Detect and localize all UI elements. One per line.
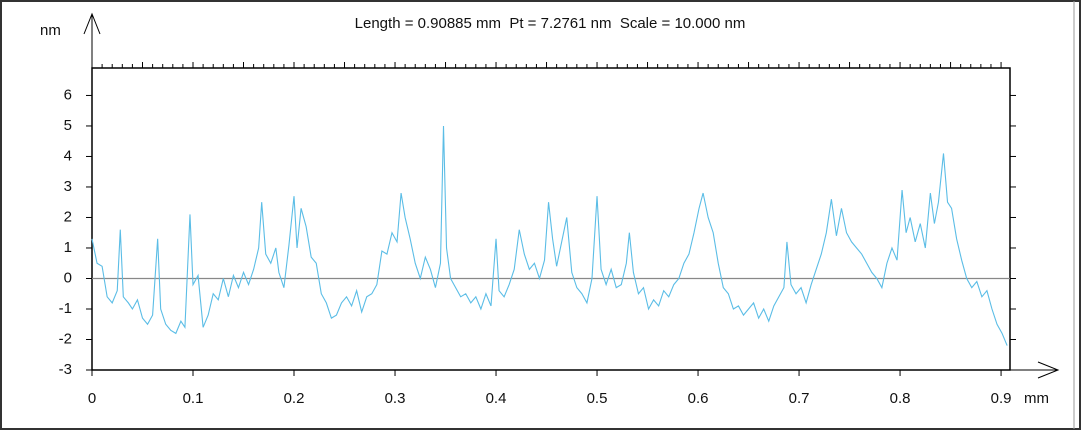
x-tick-label: 0.3 <box>385 390 406 407</box>
x-tick-label: 0.1 <box>183 390 204 407</box>
x-tick-label: 0.4 <box>486 390 507 407</box>
y-tick-label: 1 <box>64 239 72 256</box>
y-tick-label: 0 <box>64 269 72 286</box>
y-tick-label: 3 <box>64 178 72 195</box>
y-tick-label: 6 <box>64 86 72 103</box>
profile-line <box>91 125 1008 346</box>
y-tick-label: 4 <box>64 147 72 164</box>
y-tick-label: -3 <box>59 361 72 378</box>
y-axis-label: nm <box>40 22 61 39</box>
x-tick-label: 0.5 <box>587 390 608 407</box>
x-tick-label: 0.7 <box>789 390 810 407</box>
x-axis-label: mm <box>1024 390 1049 407</box>
y-tick-label: 5 <box>64 117 72 134</box>
plot-frame <box>91 67 1011 371</box>
y-tick-label: -1 <box>59 300 72 317</box>
x-tick-label: 0.8 <box>890 390 911 407</box>
x-tick-label: 0.9 <box>991 390 1012 407</box>
x-tick-label: 0.6 <box>688 390 709 407</box>
x-tick-label: 0 <box>88 390 96 407</box>
x-arrow <box>1037 361 1060 379</box>
chart-title: Length = 0.90885 mm Pt = 7.2761 nm Scale… <box>355 15 746 32</box>
y-tick-label: 2 <box>64 208 72 225</box>
y-tick-label: -2 <box>59 330 72 347</box>
x-tick-label: 0.2 <box>284 390 305 407</box>
y-arrow <box>83 12 101 35</box>
